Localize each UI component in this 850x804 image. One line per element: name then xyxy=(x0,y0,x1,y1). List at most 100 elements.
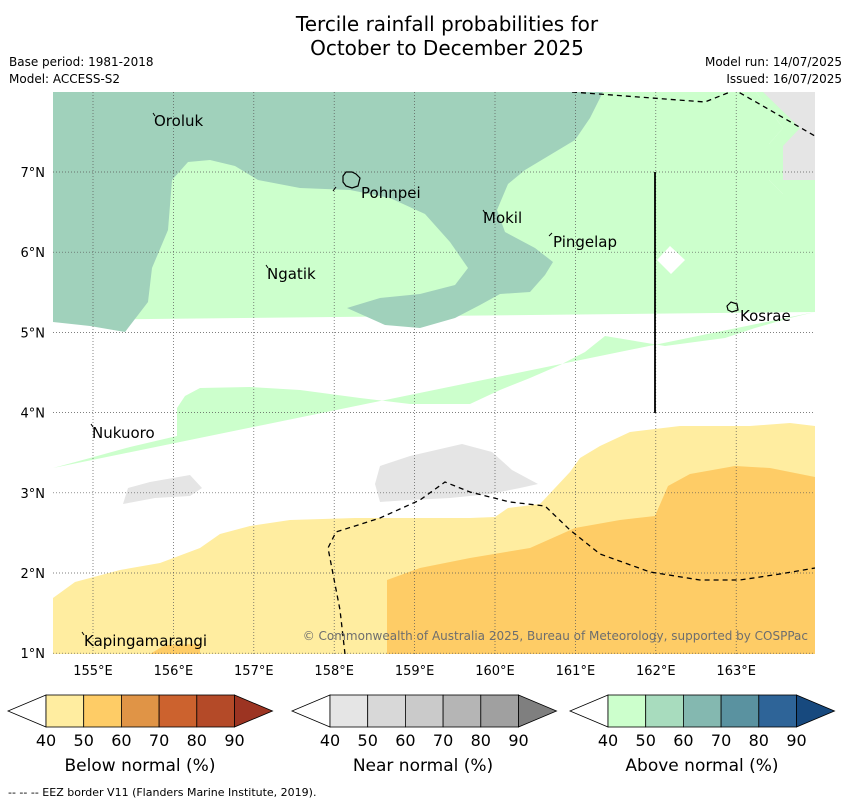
nukuoro-mark xyxy=(90,423,94,428)
model-name: Model: ACCESS-S2 xyxy=(9,72,121,86)
near-normal-region-central xyxy=(375,444,538,502)
axis-labels: 155°E 156°E 157°E 158°E 159°E 160°E 161°E 162°E… xyxy=(21,166,756,679)
eez-border-north xyxy=(571,92,815,137)
map-title-line1: Tercile rainfall probabilities for xyxy=(295,12,599,36)
colorbar-segment xyxy=(158,694,198,728)
white-patch-east xyxy=(657,246,685,274)
below-normal-60-region-sw xyxy=(150,644,200,654)
below-normal-60-region xyxy=(387,466,815,654)
place-label-nukuoro: Nukuoro xyxy=(92,424,155,442)
lon-tick-label: 162°E xyxy=(636,664,676,679)
probability-fields xyxy=(53,92,815,654)
colorbar-segment xyxy=(196,694,235,728)
base-period: Base period: 1981-2018 xyxy=(9,55,154,69)
colorbar-title-below: Below normal (%) xyxy=(64,756,216,776)
colorbar-segment xyxy=(45,694,85,728)
copyright-notice: © Commonwealth of Australia 2025, Bureau… xyxy=(303,629,808,643)
lat-tick-label: 3°N xyxy=(21,487,46,502)
lon-tick-label: 155°E xyxy=(73,664,113,679)
colorbar-under-triangle xyxy=(290,694,331,728)
colorbar-title-above: Above normal (%) xyxy=(625,756,779,776)
lon-tick-label: 163°E xyxy=(716,664,756,679)
lat-tick-label: 1°N xyxy=(21,647,46,662)
colorbar-0: 40 50 60 70 80 90 xyxy=(6,694,274,750)
lat-tick-label: 4°N xyxy=(21,407,46,422)
colorbar-segment xyxy=(683,694,722,728)
colorbar-tick-label: 40 xyxy=(36,731,56,750)
place-labels: Oroluk Pohnpei Mokil Pingelap Ngatik Kos… xyxy=(84,112,791,650)
colorbar-tick-label: 90 xyxy=(786,731,806,750)
colorbar-tick-label: 90 xyxy=(508,731,528,750)
colorbar-title-near: Near normal (%) xyxy=(352,756,494,776)
colorbar-tick-label: 50 xyxy=(74,731,94,750)
colorbar-over-triangle xyxy=(234,694,274,728)
colorbar-segment xyxy=(121,694,160,728)
colorbar-segment xyxy=(607,694,647,728)
lon-tick-label: 156°E xyxy=(154,664,194,679)
colorbar-tick-label: 70 xyxy=(433,731,453,750)
colorbar-segment xyxy=(367,694,406,728)
colorbar-over-triangle xyxy=(796,694,836,728)
colorbar-tick-label: 80 xyxy=(471,731,491,750)
place-label-pohnpei: Pohnpei xyxy=(361,184,421,202)
eez-border-south xyxy=(327,481,815,654)
colorbar-tick-label: 70 xyxy=(711,731,731,750)
colorbar-segment xyxy=(404,694,444,728)
above-normal-50-region xyxy=(53,92,815,468)
colorbar-tick-label: 80 xyxy=(187,731,207,750)
colorbar-under-triangle xyxy=(568,694,609,728)
near-normal-region-northeast xyxy=(763,92,815,180)
colorbar-segment xyxy=(442,694,482,728)
lon-tick-label: 160°E xyxy=(475,664,515,679)
colorbar-segment xyxy=(645,694,684,728)
kosrae-island-outline xyxy=(726,301,739,313)
lat-tick-label: 5°N xyxy=(21,326,46,341)
colorbar-tick-label: 60 xyxy=(395,731,415,750)
lon-tick-label: 157°E xyxy=(234,664,274,679)
model-info: Base period: 1981-2018 Model: ACCESS-S2 xyxy=(9,54,154,88)
ngatik-mark xyxy=(265,264,269,269)
kapingamarangi-mark xyxy=(81,631,85,636)
mokil-mark xyxy=(482,209,486,214)
place-label-ngatik: Ngatik xyxy=(267,265,316,283)
place-label-kosrae: Kosrae xyxy=(740,307,791,325)
eez-footnote: -- -- -- EEZ border V11 (Flanders Marine… xyxy=(8,786,317,799)
colorbar-segment xyxy=(329,694,369,728)
colorbar-tick-label: 40 xyxy=(598,731,618,750)
colorbar-tick-label: 50 xyxy=(358,731,378,750)
run-info: Model run: 14/07/2025 Issued: 16/07/2025 xyxy=(705,54,842,88)
colorbar-under-triangle xyxy=(6,694,47,728)
issued-date: Issued: 16/07/2025 xyxy=(726,72,842,86)
lat-tick-label: 7°N xyxy=(21,166,46,181)
colorbar-segment xyxy=(83,694,122,728)
pingelap-mark xyxy=(548,232,553,237)
colorbar-segment xyxy=(720,694,760,728)
model-run-date: Model run: 14/07/2025 xyxy=(704,55,842,69)
colorbar-tick-label: 40 xyxy=(320,731,340,750)
colorbar-2: 40 50 60 70 80 90 xyxy=(568,694,836,750)
eez-borders xyxy=(327,92,815,654)
map-title: Tercile rainfall probabilities for Octob… xyxy=(0,12,850,60)
colorbar-tick-label: 70 xyxy=(149,731,169,750)
colorbar-tick-label: 80 xyxy=(749,731,769,750)
atoll-marks xyxy=(81,112,553,636)
near-normal-region-west xyxy=(123,475,202,504)
place-label-kapingamarangi: Kapingamarangi xyxy=(84,632,207,650)
map-title-line2: October to December 2025 xyxy=(310,36,584,60)
rainfall-map: Oroluk Pohnpei Mokil Pingelap Ngatik Kos… xyxy=(21,92,815,679)
lat-tick-label: 2°N xyxy=(21,567,46,582)
colorbar-segment xyxy=(758,694,797,728)
colorbar-segment xyxy=(480,694,519,728)
lon-tick-label: 158°E xyxy=(314,664,354,679)
colorbar-over-triangle xyxy=(518,694,558,728)
colorbar-tick-label: 60 xyxy=(673,731,693,750)
lon-tick-label: 161°E xyxy=(556,664,596,679)
lon-tick-label: 159°E xyxy=(395,664,435,679)
ant-atoll-mark xyxy=(332,186,337,192)
colorbar-tick-label: 90 xyxy=(224,731,244,750)
place-label-pingelap: Pingelap xyxy=(553,233,617,251)
above-normal-60-region xyxy=(53,92,603,332)
place-label-oroluk: Oroluk xyxy=(154,112,203,130)
colorbar-tick-label: 50 xyxy=(636,731,656,750)
lat-tick-label: 6°N xyxy=(21,246,46,261)
